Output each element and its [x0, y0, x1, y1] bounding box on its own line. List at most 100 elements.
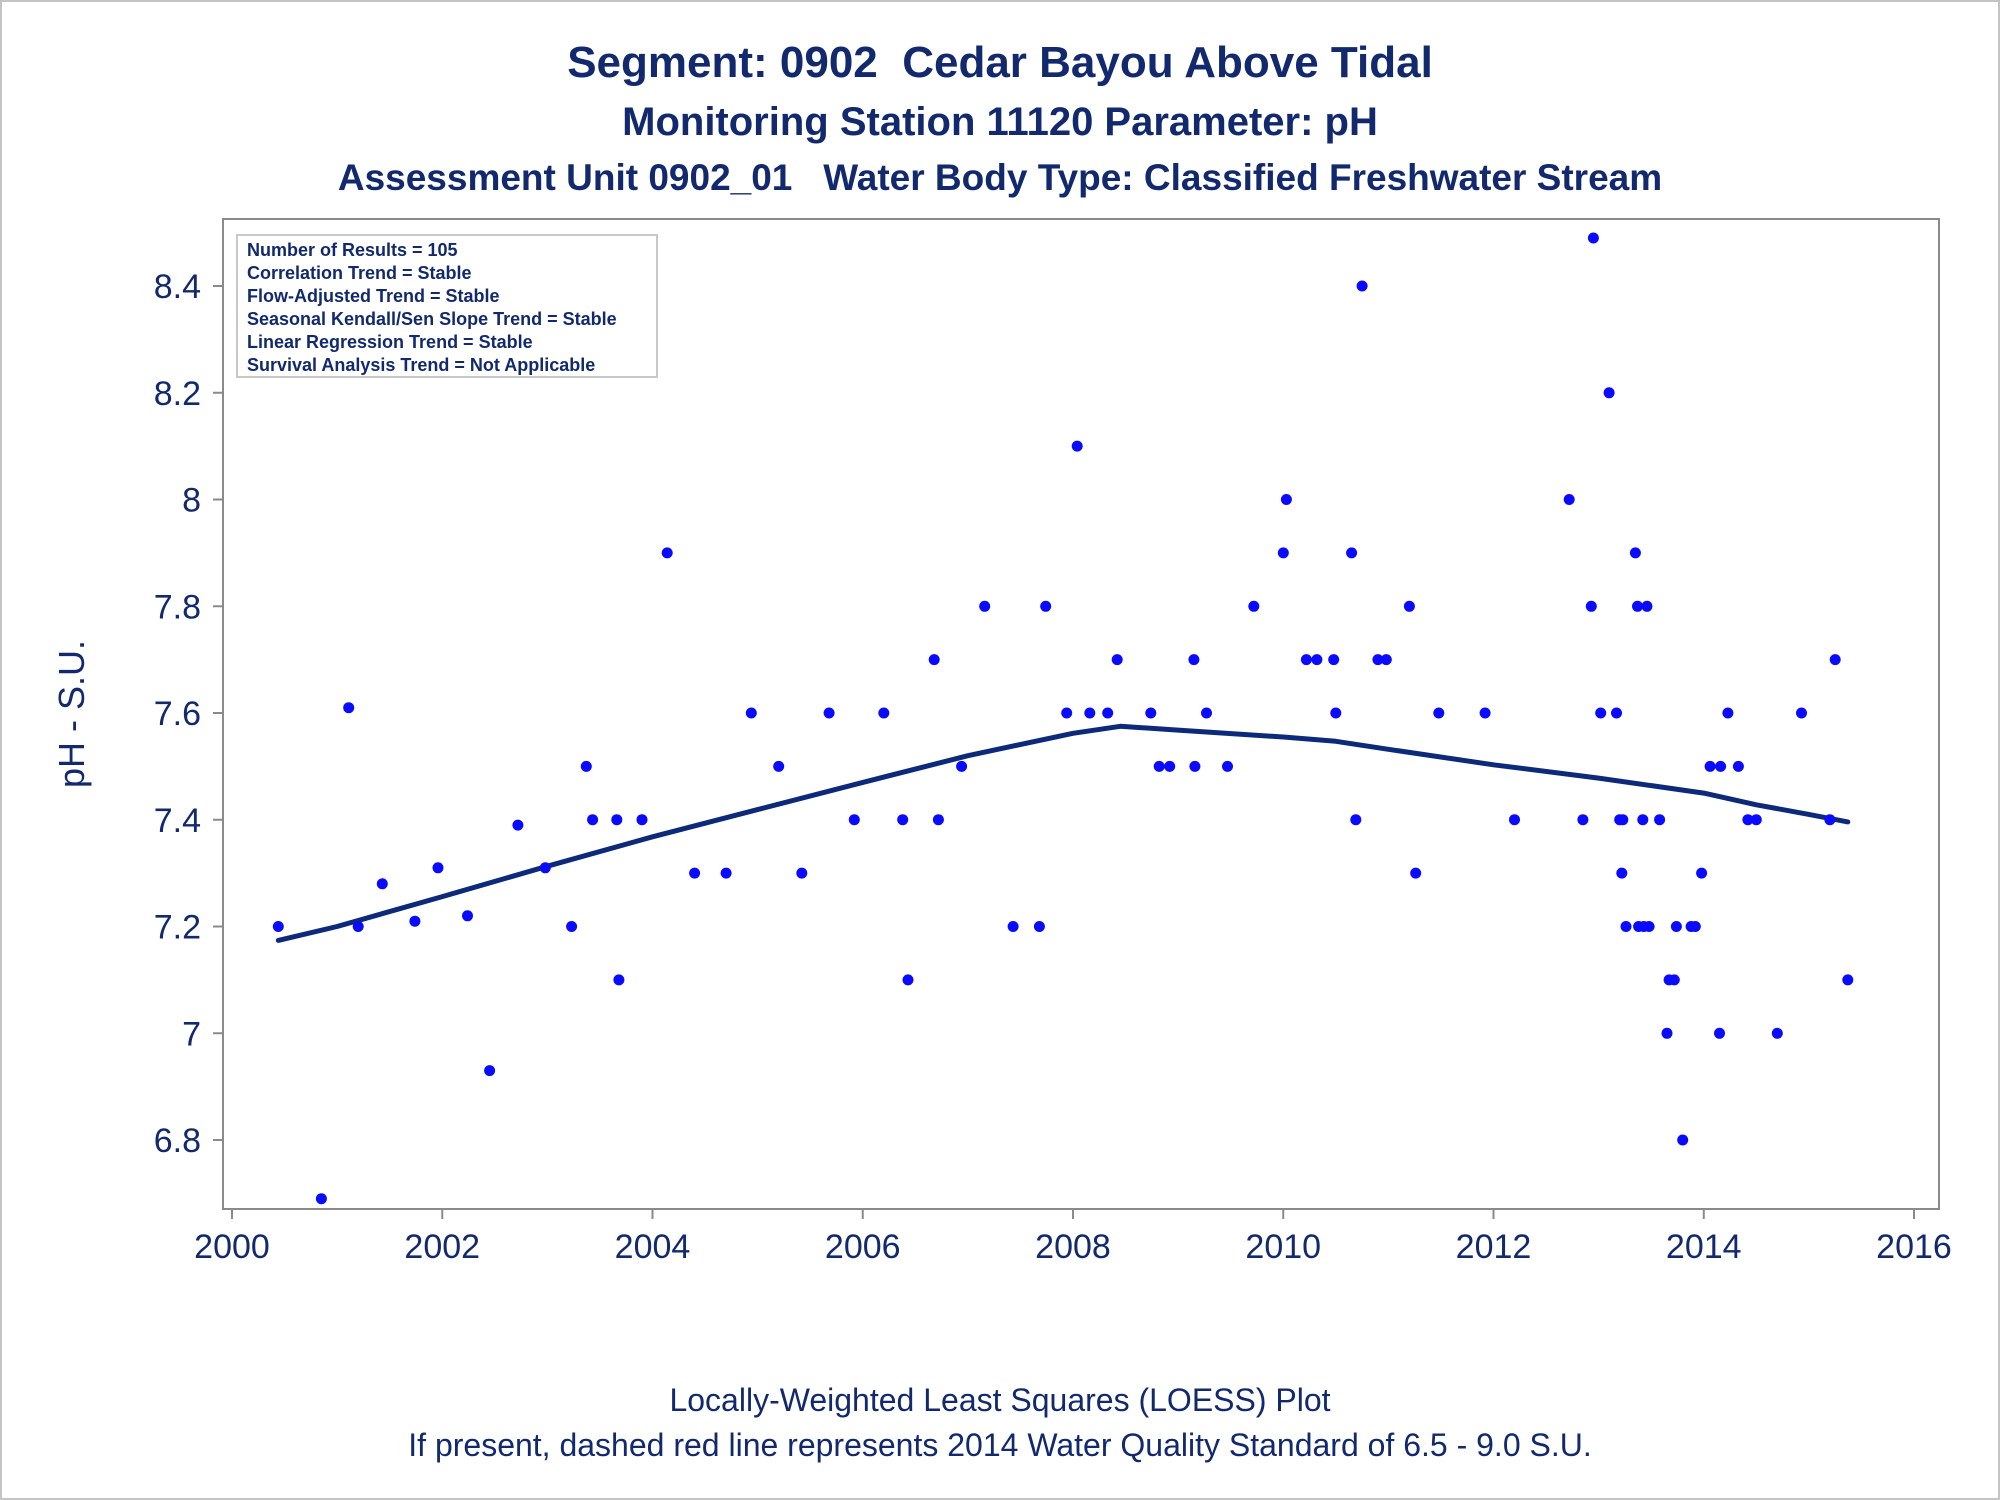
loess-line [275, 723, 1851, 943]
data-point [1715, 760, 1727, 772]
footnote-loess: Locally-Weighted Least Squares (LOESS) P… [669, 1382, 1331, 1418]
data-point [611, 814, 623, 826]
data-point [315, 1193, 327, 1205]
data-point [1654, 814, 1666, 826]
data-point [376, 878, 388, 890]
y-tick-label: 7.6 [154, 695, 201, 733]
stats-number-of-results: Number of Results = 105 [247, 240, 458, 260]
data-point [1668, 974, 1680, 986]
data-point [1670, 921, 1682, 932]
data-point [512, 819, 524, 831]
data-point [484, 1065, 496, 1077]
data-point [796, 867, 808, 879]
data-point [773, 760, 785, 772]
observations-series [272, 232, 1854, 1205]
x-tick-label: 2010 [1245, 1228, 1321, 1266]
data-point [1750, 814, 1762, 826]
y-tick-label: 6.8 [154, 1122, 201, 1160]
data-point [1403, 600, 1415, 612]
data-point [1632, 600, 1643, 612]
y-tick-label: 7 [182, 1015, 201, 1053]
data-point [1433, 707, 1445, 719]
data-point [956, 760, 968, 772]
data-point [1372, 654, 1384, 666]
chart-title: Segment: 0902 Cedar Bayou Above Tidal [567, 38, 1433, 87]
data-point [720, 867, 732, 879]
y-axis: 6.8 7 7.2 7.4 7.6 7.8 8 8.2 8.4 [154, 268, 223, 1160]
y-tick-label: 7.2 [154, 909, 201, 947]
data-point [1641, 600, 1653, 612]
data-point [1300, 654, 1312, 666]
stats-correlation-trend: Correlation Trend = Stable [247, 263, 472, 283]
x-tick-label: 2014 [1666, 1228, 1742, 1266]
data-point [1603, 387, 1615, 399]
data-point [1380, 654, 1392, 666]
data-point [1771, 1027, 1783, 1039]
data-point [878, 707, 890, 719]
data-point [1824, 814, 1836, 826]
stats-linear-regression-trend: Linear Regression Trend = Stable [247, 332, 533, 352]
data-point [1661, 1027, 1673, 1039]
stats-flow-adjusted-trend: Flow-Adjusted Trend = Stable [247, 286, 500, 306]
y-tick-label: 8 [182, 482, 201, 520]
chart-subtitle-assessment: Assessment Unit 0902_01 Water Body Type:… [337, 157, 1663, 198]
footnote-standard: If present, dashed red line represents 2… [408, 1427, 1592, 1463]
stats-box: Number of Results = 105 Correlation Tren… [236, 234, 658, 378]
data-point [1611, 707, 1622, 719]
data-point [745, 707, 757, 719]
data-point [1033, 921, 1045, 932]
y-tick-label: 8.2 [154, 375, 201, 413]
data-point [1479, 707, 1491, 719]
stats-survival-analysis-trend: Survival Analysis Trend = Not Applicable [247, 355, 595, 375]
x-tick-label: 2002 [404, 1228, 480, 1266]
y-axis-label: pH - S.U. [51, 640, 92, 788]
data-point [1350, 814, 1362, 826]
data-point [272, 921, 284, 932]
data-point [1040, 600, 1052, 612]
data-point [462, 910, 473, 922]
y-tick-label: 7.8 [154, 588, 201, 626]
data-point [352, 921, 364, 932]
data-point [1563, 494, 1575, 505]
x-tick-label: 2016 [1876, 1228, 1952, 1266]
data-point [1061, 707, 1073, 719]
data-point [1410, 867, 1422, 879]
data-point [1587, 232, 1599, 244]
data-point [580, 760, 592, 772]
data-point [661, 547, 673, 559]
data-point [848, 814, 860, 826]
data-point [979, 600, 991, 612]
data-point [539, 862, 551, 874]
data-point [1222, 760, 1233, 772]
chart-subtitle-station: Monitoring Station 11120 Parameter: pH [622, 100, 1378, 144]
data-point [1742, 814, 1754, 826]
data-point [636, 814, 648, 826]
data-point [1643, 921, 1655, 932]
data-point [1346, 547, 1358, 559]
data-point [1616, 867, 1628, 879]
x-tick-label: 2008 [1035, 1228, 1111, 1266]
x-tick-label: 2004 [615, 1228, 691, 1266]
data-point [1102, 707, 1114, 719]
data-point [1617, 814, 1629, 826]
data-point [1188, 654, 1200, 666]
data-point [1722, 707, 1734, 719]
data-point [1201, 707, 1212, 719]
data-point [1277, 547, 1289, 559]
data-point [432, 862, 444, 874]
data-point [1153, 760, 1165, 772]
data-point [613, 974, 625, 986]
data-point [1796, 707, 1807, 719]
data-point [1585, 600, 1597, 612]
data-point [1620, 921, 1632, 932]
data-point [1280, 494, 1292, 505]
data-point [1111, 654, 1123, 666]
data-point [1577, 814, 1589, 826]
data-point [1696, 867, 1708, 879]
data-point [1842, 974, 1854, 986]
data-point [1677, 1134, 1689, 1146]
data-point [1829, 654, 1841, 666]
data-point [1714, 1027, 1725, 1039]
plot-area [222, 218, 1940, 1210]
